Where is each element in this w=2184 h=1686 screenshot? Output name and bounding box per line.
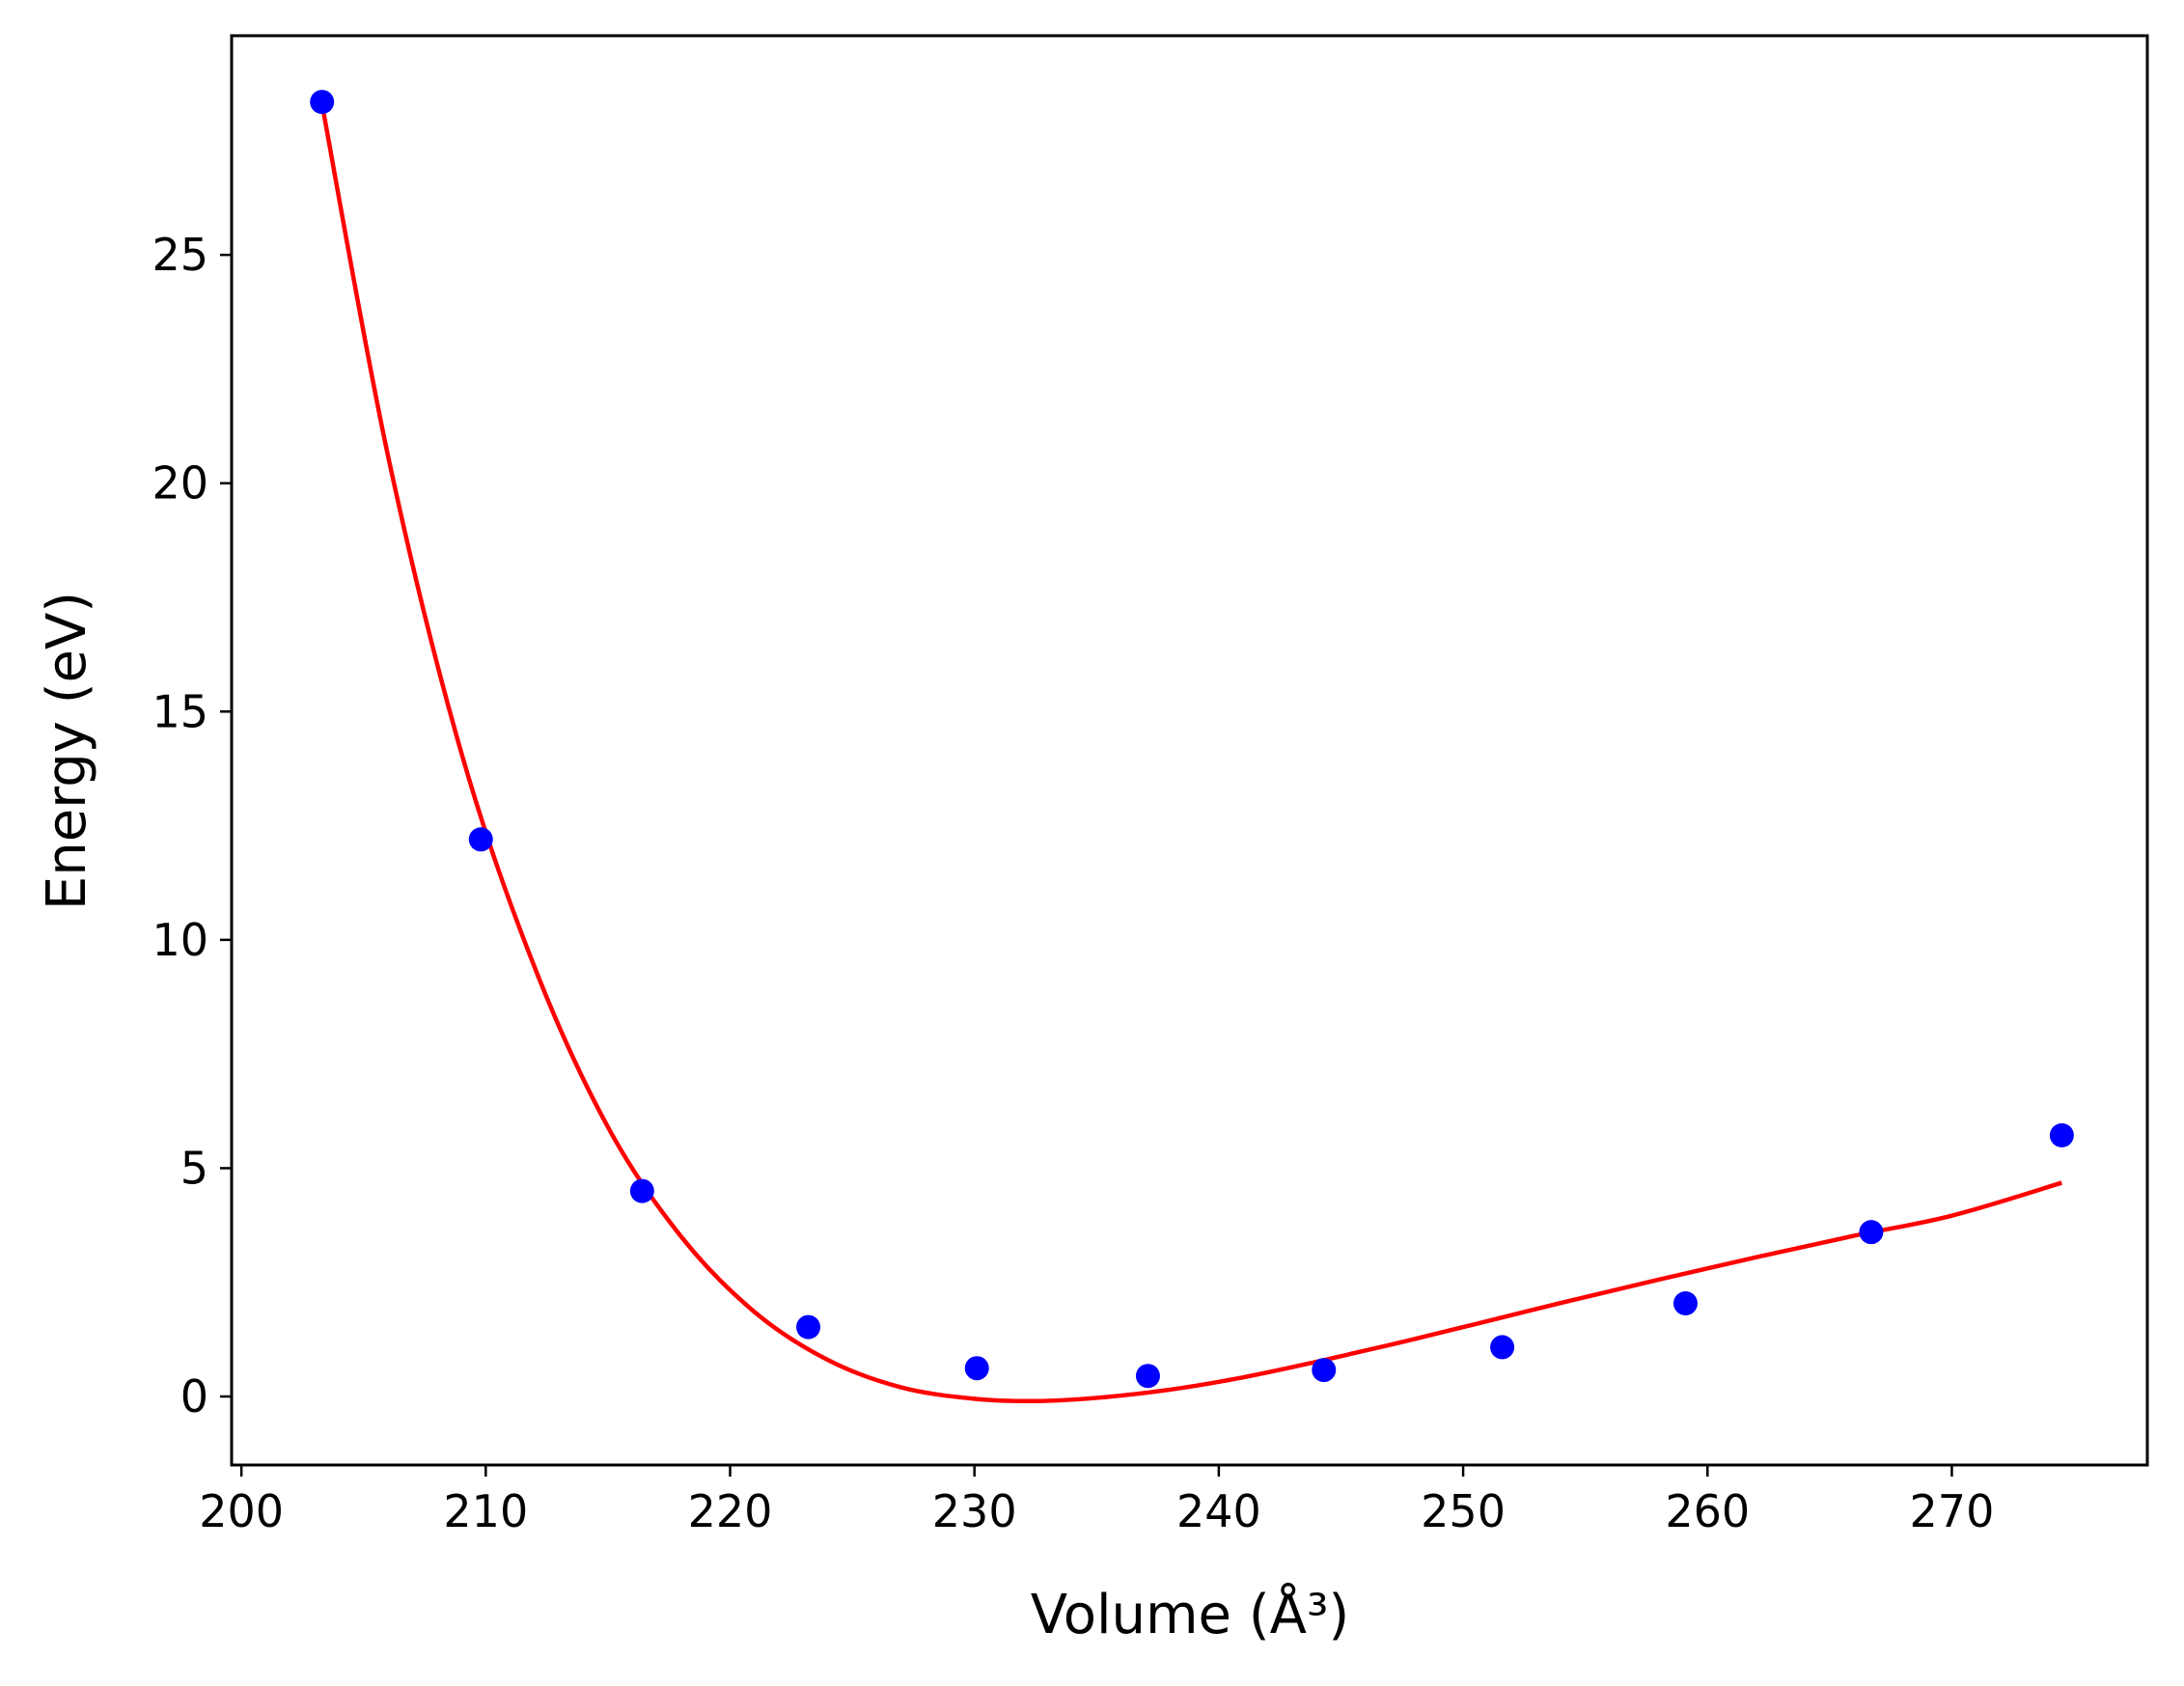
data-point xyxy=(1673,1291,1698,1316)
y-tick-label: 0 xyxy=(180,1370,208,1423)
data-point xyxy=(964,1356,989,1381)
x-tick-label: 240 xyxy=(1176,1485,1261,1537)
data-point xyxy=(1135,1364,1160,1389)
y-tick-label: 10 xyxy=(152,914,208,966)
data-point xyxy=(629,1178,654,1203)
plot-content xyxy=(310,90,2074,1404)
data-point xyxy=(2049,1122,2074,1147)
x-tick-label: 200 xyxy=(199,1485,284,1537)
x-axis-label: Volume (Å³) xyxy=(1031,1583,1350,1646)
y-axis-label: Energy (eV) xyxy=(36,592,98,910)
plot-frame xyxy=(230,34,2149,1467)
data-point xyxy=(1490,1335,1515,1360)
x-tick-label: 220 xyxy=(688,1485,773,1537)
x-tick-label: 250 xyxy=(1421,1485,1506,1537)
x-tick-label: 260 xyxy=(1665,1485,1750,1537)
x-tick-label: 210 xyxy=(443,1485,528,1537)
y-tick-label: 15 xyxy=(152,685,208,737)
data-point xyxy=(1312,1358,1337,1383)
y-tick-label: 5 xyxy=(180,1142,208,1194)
y-tick-label: 20 xyxy=(152,457,208,510)
data-point xyxy=(310,90,335,115)
data-point xyxy=(796,1314,821,1340)
x-tick-label: 270 xyxy=(1910,1485,1995,1537)
y-tick-label: 25 xyxy=(152,229,208,281)
x-tick-label: 230 xyxy=(932,1485,1017,1537)
data-point xyxy=(1859,1220,1884,1245)
axes: 200 210 220 230 240 250 260 270 0 5 10 15 20 25 xyxy=(152,34,2149,1537)
plot-area xyxy=(310,90,2074,1404)
data-point xyxy=(468,827,493,852)
